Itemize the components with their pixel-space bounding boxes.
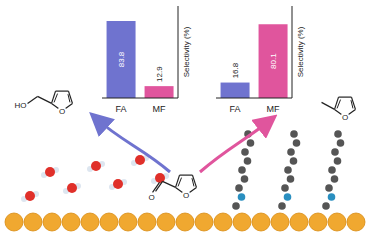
svg-text:12.9: 12.9 — [155, 66, 164, 82]
svg-text:O: O — [59, 107, 65, 116]
svg-text:Selectivity (%): Selectivity (%) — [182, 26, 191, 77]
svg-text:O: O — [148, 193, 154, 202]
svg-text:O: O — [183, 191, 189, 200]
svg-text:FA: FA — [229, 104, 240, 112]
svg-text:83.8: 83.8 — [117, 51, 126, 67]
svg-text:MF: MF — [153, 104, 166, 112]
svg-text:HO: HO — [15, 101, 27, 110]
svg-text:MF: MF — [267, 104, 280, 112]
svg-text:FA: FA — [115, 104, 126, 112]
svg-text:O: O — [342, 113, 348, 122]
svg-text:Selectivity (%): Selectivity (%) — [296, 26, 305, 77]
svg-text:16.8: 16.8 — [231, 62, 240, 78]
svg-text:80.1: 80.1 — [269, 53, 278, 69]
